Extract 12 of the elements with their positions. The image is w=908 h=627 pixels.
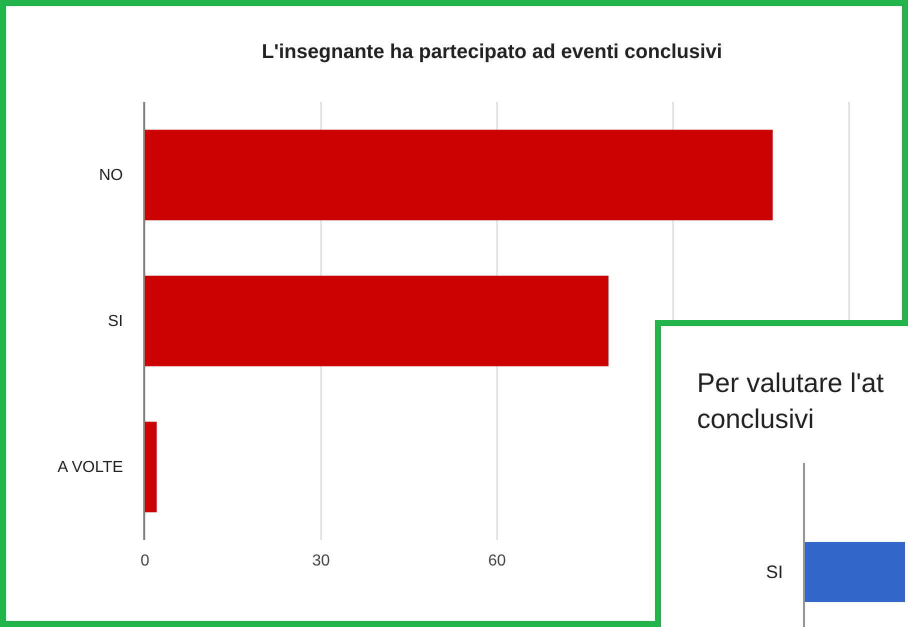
- chart-title: Per valutare l'at conclusivi: [697, 368, 884, 434]
- x-tick-label: 0: [140, 552, 150, 570]
- x-tick-label: 60: [488, 552, 506, 570]
- y-tick-label: A VOLTE: [57, 459, 123, 476]
- x-tick-label: 30: [312, 552, 330, 570]
- chart-title: L'insegnante ha partecipato ad eventi conclusivi: [262, 41, 722, 63]
- y-tick-label: NO: [99, 167, 123, 184]
- y-tick-label: SI: [766, 562, 783, 582]
- bar: [145, 130, 773, 220]
- y-tick-label: SI: [108, 313, 123, 330]
- bar: [145, 276, 608, 366]
- bar: [145, 422, 157, 512]
